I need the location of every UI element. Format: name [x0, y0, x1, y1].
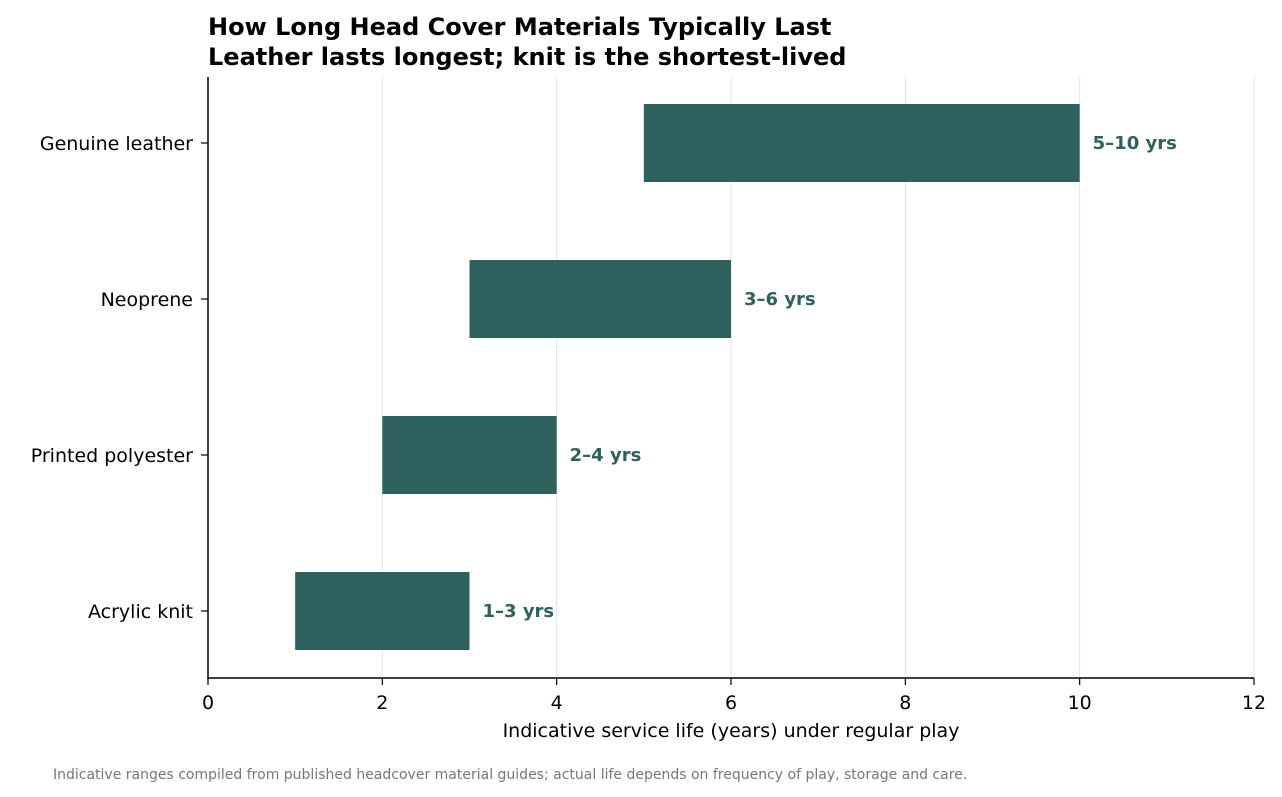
y-tick-label: Genuine leather	[40, 133, 193, 155]
ticks: 0 2 4 6 8 10 12 Genuine leather Neoprene Printed …	[31, 133, 1266, 714]
x-axis-title: Indicative service life (years) under re…	[503, 720, 960, 742]
data-label: 1–3 yrs	[483, 601, 555, 622]
data-label: 3–6 yrs	[744, 289, 816, 310]
footnote: Indicative ranges compiled from publishe…	[53, 767, 967, 783]
data-labels: 5–10 yrs 3–6 yrs 2–4 yrs 1–3 yrs	[483, 133, 1177, 622]
chart-title: How Long Head Cover Materials Typically …	[208, 13, 831, 41]
x-tick-label: 4	[551, 692, 563, 714]
range-bar	[382, 416, 557, 494]
x-tick-label: 12	[1242, 692, 1266, 714]
range-bar	[469, 260, 731, 338]
range-bar	[643, 104, 1080, 182]
y-tick-label: Acrylic knit	[88, 601, 193, 623]
x-tick-label: 2	[376, 692, 388, 714]
data-label: 2–4 yrs	[570, 445, 642, 466]
chart-subtitle: Leather lasts longest; knit is the short…	[208, 43, 846, 71]
y-tick-label: Printed polyester	[31, 445, 193, 467]
data-label: 5–10 yrs	[1093, 133, 1177, 154]
x-tick-label: 8	[899, 692, 911, 714]
y-tick-label: Neoprene	[101, 289, 193, 311]
x-tick-label: 10	[1068, 692, 1092, 714]
range-bars	[295, 104, 1080, 650]
x-tick-label: 0	[202, 692, 214, 714]
x-tick-label: 6	[725, 692, 737, 714]
range-bar	[295, 572, 470, 650]
